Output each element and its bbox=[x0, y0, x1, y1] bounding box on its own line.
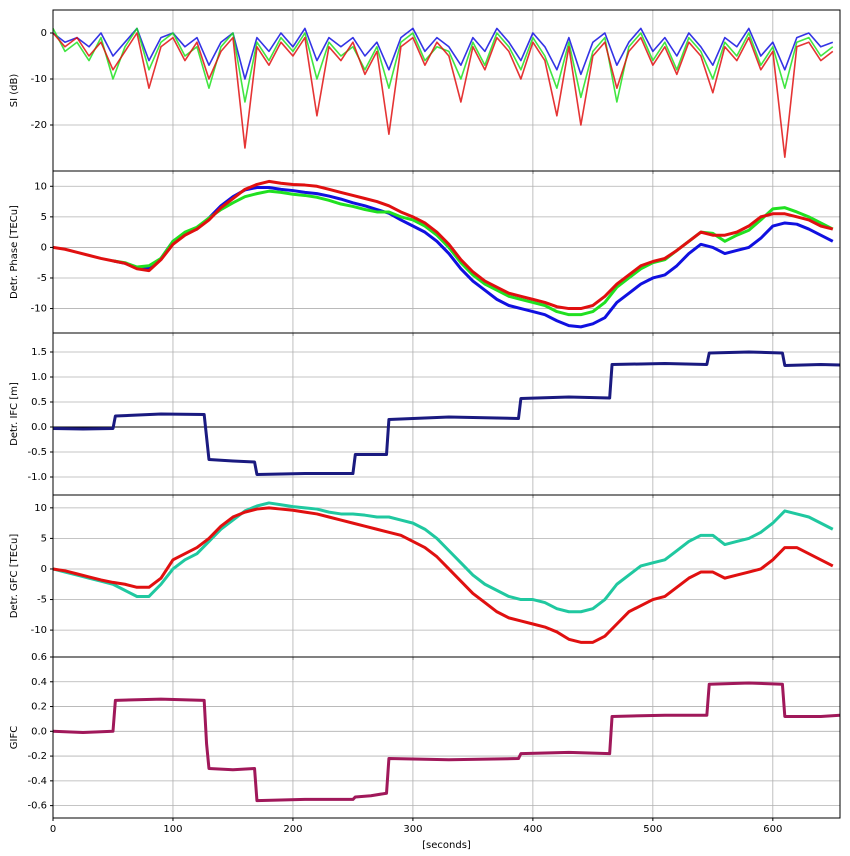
y-tick-label: -5 bbox=[37, 595, 47, 606]
data-line bbox=[52, 506, 834, 644]
y-tick-label: -10 bbox=[31, 74, 47, 85]
y-tick-label: -10 bbox=[31, 304, 47, 315]
y-tick-label: -0.2 bbox=[27, 751, 47, 762]
data-line bbox=[52, 32, 834, 158]
y-tick-label: 0.2 bbox=[31, 702, 47, 713]
y-tick-label: 0 bbox=[41, 564, 47, 575]
x-tick-label: 400 bbox=[523, 824, 542, 835]
y-tick-label: 0.6 bbox=[31, 652, 47, 663]
y-tick-label: 10 bbox=[34, 181, 47, 192]
y-tick-label: 1.5 bbox=[31, 347, 47, 358]
y-axis-label: SI (dB) bbox=[9, 74, 20, 108]
y-tick-label: 0 bbox=[41, 242, 47, 253]
x-tick-label: 600 bbox=[763, 824, 782, 835]
x-tick-label: 0 bbox=[50, 824, 56, 835]
data-line bbox=[52, 179, 834, 311]
y-tick-label: -0.6 bbox=[27, 801, 47, 812]
data-line bbox=[112, 189, 834, 317]
y-tick-label: -5 bbox=[37, 273, 47, 284]
y-tick-label: -20 bbox=[31, 120, 47, 131]
y-tick-label: 1.0 bbox=[31, 372, 47, 383]
y-tick-label: 10 bbox=[34, 503, 47, 514]
y-tick-label: 0 bbox=[41, 28, 47, 39]
axes-frame bbox=[52, 656, 841, 819]
y-axis-label: Detr. Phase [TECu] bbox=[9, 205, 20, 299]
x-axis-label: [seconds] bbox=[422, 840, 471, 851]
y-tick-label: -0.5 bbox=[27, 447, 47, 458]
y-tick-label: 0.0 bbox=[31, 422, 47, 433]
data-line bbox=[52, 27, 834, 80]
x-tick-label: 500 bbox=[643, 824, 662, 835]
y-axis-label: GIFC bbox=[9, 726, 20, 749]
y-tick-label: -1.0 bbox=[27, 472, 47, 483]
y-tick-label: 0.0 bbox=[31, 726, 47, 737]
y-tick-label: 0.4 bbox=[31, 677, 47, 688]
data-line bbox=[52, 681, 841, 803]
y-tick-label: -0.4 bbox=[27, 776, 47, 787]
y-axis-label: Detr. GFC [TECu] bbox=[9, 534, 20, 619]
y-tick-label: 5 bbox=[41, 212, 47, 223]
y-tick-label: 0.5 bbox=[31, 397, 47, 408]
y-axis-label: Detr. IFC [m] bbox=[9, 382, 20, 446]
data-line bbox=[52, 350, 841, 476]
data-line bbox=[52, 501, 834, 614]
x-tick-label: 300 bbox=[403, 824, 422, 835]
y-tick-label: 5 bbox=[41, 533, 47, 544]
x-tick-label: 200 bbox=[283, 824, 302, 835]
x-tick-label: 100 bbox=[163, 824, 182, 835]
y-tick-label: -10 bbox=[31, 625, 47, 636]
